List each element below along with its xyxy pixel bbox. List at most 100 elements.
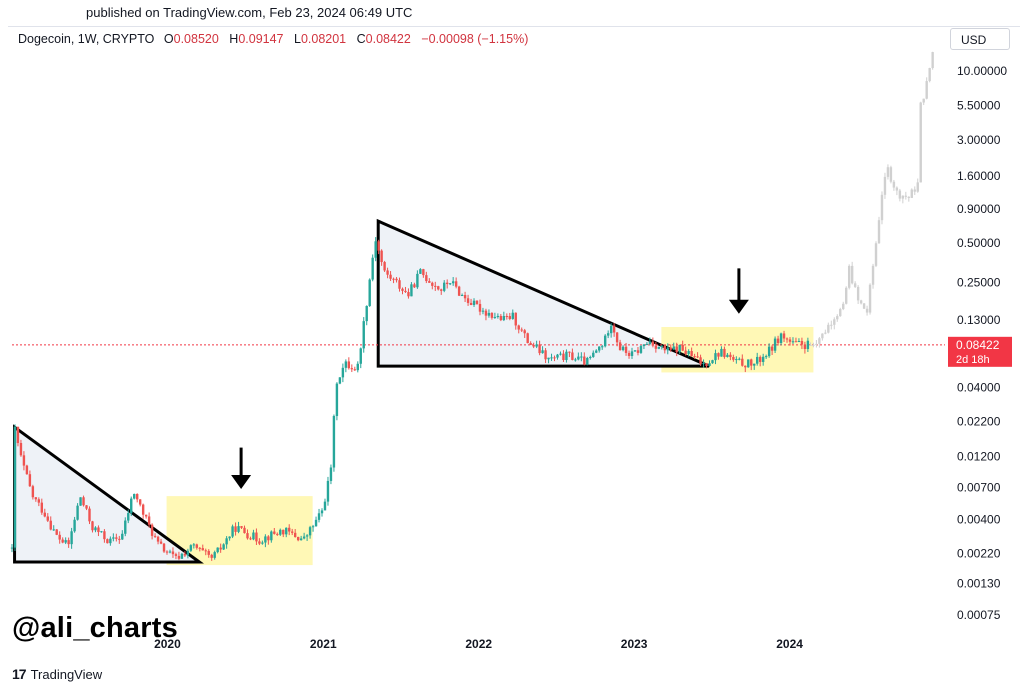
candle-79 [246,533,249,539]
projection-candle-27 [889,167,893,182]
candle-247 [747,359,750,368]
candle-194 [589,356,592,358]
candle-153 [466,298,470,303]
projection-candle-24 [880,194,884,221]
candle-246 [744,365,747,368]
candle-50 [159,541,163,544]
candle-77 [240,526,243,528]
x-axis-labels: 2020 2021 2022 2023 2024 [154,637,803,651]
candle-193 [586,357,589,365]
candle-11 [43,512,46,517]
candle-265 [800,341,804,345]
candle-120 [368,279,371,306]
author-watermark: @ali_charts [12,612,178,644]
candle-135 [413,284,416,288]
candle-205 [621,346,625,351]
y-tick-3: 1.60000 [957,169,1001,183]
candle-95 [293,532,297,537]
candle-172 [523,330,526,334]
candle-154 [469,302,473,305]
candle-224 [678,344,681,353]
candle-134 [410,284,413,297]
candle-4 [22,455,26,466]
low-label: L [294,32,301,46]
candle-257 [776,338,780,344]
candle-33 [109,538,112,544]
candle-166 [505,316,509,318]
candle-168 [511,312,514,319]
candle-3 [19,443,23,456]
candle-54 [171,551,175,555]
candle-251 [758,356,762,362]
candle-37 [121,533,124,540]
x-tick-4: 2024 [776,637,803,651]
candle-131 [401,288,404,291]
candle-261 [788,339,792,342]
candle-116 [356,363,359,371]
candle-215 [651,341,655,346]
candle-188 [571,352,574,360]
candle-5 [25,465,29,475]
projection-candle-11 [842,303,845,310]
candle-213 [645,343,649,345]
candle-240 [726,354,729,357]
candle-174 [529,343,532,345]
candle-90 [279,529,282,535]
candle-252 [761,356,765,362]
projection-candle-29 [895,187,899,191]
candle-67 [210,554,213,558]
candle-73 [228,536,231,539]
low-value: 0.08201 [300,32,347,46]
candle-171 [520,329,523,331]
candle-182 [553,357,556,359]
candle-119 [365,305,368,322]
candle-34 [112,537,115,539]
candle-41 [133,494,136,499]
candle-56 [177,555,181,559]
candle-149 [454,281,458,287]
candle-101 [311,526,315,528]
candle-128 [392,278,395,280]
projection-candle-14 [850,265,854,284]
y-tick-7: 0.13000 [957,313,1001,327]
candle-248 [750,359,753,366]
candle-236 [714,353,717,361]
candle-16 [58,534,61,540]
candle-184 [559,353,562,355]
symbol-label: Dogecoin, 1W, CRYPTO [18,32,155,46]
projection-candle-28 [892,181,896,188]
candle-200 [606,333,610,336]
candle-47 [150,524,154,536]
x-tick-1: 2021 [310,637,337,651]
candle-162 [493,316,497,318]
candle-58 [183,553,187,556]
projection-candle-4 [821,333,824,339]
candle-216 [654,345,658,349]
candle-36 [118,538,121,540]
projection-candle-23 [877,220,881,244]
symbol-legend: Dogecoin, 1W, CRYPTO O0.08520 H0.09147 L… [18,32,535,46]
tradingview-branding[interactable]: 17 TradingView [12,666,102,682]
candle-18 [64,540,67,543]
projection-candle-15 [853,283,857,287]
currency-button[interactable]: USD [950,28,1010,50]
candle-196 [595,350,598,353]
candle-118 [362,321,365,349]
change-value: −0.00098 (−1.15%) [421,32,529,46]
candle-45 [144,514,148,517]
candle-143 [437,286,440,290]
candle-150 [457,286,461,296]
candle-27 [91,521,94,531]
candle-201 [609,325,613,334]
candle-106 [326,480,330,502]
y-tick-12: 0.00400 [957,512,1001,526]
candle-206 [624,346,628,353]
projection-candle-10 [839,309,842,317]
candle-227 [687,351,690,354]
candle-243 [735,359,738,361]
candle-239 [723,348,726,357]
candle-137 [419,269,422,274]
candle-96 [296,536,300,541]
candle-156 [475,300,479,304]
